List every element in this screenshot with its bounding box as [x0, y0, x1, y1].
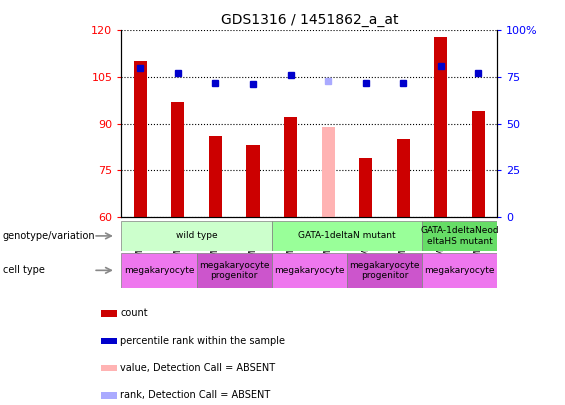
Text: GATA-1deltaNeod
eltaHS mutant: GATA-1deltaNeod eltaHS mutant — [420, 226, 499, 245]
Bar — [101, 337, 118, 344]
Bar — [134, 62, 147, 217]
Bar — [472, 111, 485, 217]
Text: megakaryocyte
progenitor: megakaryocyte progenitor — [349, 261, 420, 280]
Text: GATA-1deltaN mutant: GATA-1deltaN mutant — [298, 231, 395, 241]
Bar — [101, 310, 118, 317]
Bar — [209, 136, 222, 217]
Text: megakaryocyte
progenitor: megakaryocyte progenitor — [199, 261, 270, 280]
Text: percentile rank within the sample: percentile rank within the sample — [120, 336, 285, 346]
Bar — [197, 253, 272, 288]
Text: wild type: wild type — [176, 231, 218, 241]
Title: GDS1316 / 1451862_a_at: GDS1316 / 1451862_a_at — [220, 13, 398, 27]
Text: rank, Detection Call = ABSENT: rank, Detection Call = ABSENT — [120, 390, 271, 401]
Bar — [121, 253, 197, 288]
Bar — [321, 127, 334, 217]
Text: megakaryocyte: megakaryocyte — [424, 266, 495, 275]
Text: cell type: cell type — [3, 265, 45, 275]
Text: count: count — [120, 309, 147, 318]
Bar — [284, 117, 297, 217]
Bar — [272, 221, 422, 251]
Text: value, Detection Call = ABSENT: value, Detection Call = ABSENT — [120, 363, 275, 373]
Bar — [359, 158, 372, 217]
Bar — [101, 392, 118, 399]
Text: megakaryocyte: megakaryocyte — [274, 266, 345, 275]
Bar — [121, 221, 272, 251]
Bar — [171, 102, 184, 217]
Bar — [422, 221, 497, 251]
Bar — [434, 36, 447, 217]
Bar — [422, 253, 497, 288]
Bar — [272, 253, 347, 288]
Text: megakaryocyte: megakaryocyte — [124, 266, 194, 275]
Bar — [101, 365, 118, 371]
Bar — [246, 145, 259, 217]
Text: genotype/variation: genotype/variation — [3, 231, 95, 241]
Bar — [397, 139, 410, 217]
Bar — [347, 253, 422, 288]
